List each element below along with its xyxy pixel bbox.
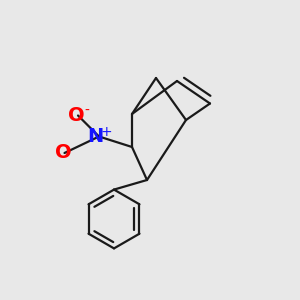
Text: -: - (84, 104, 89, 118)
Text: N: N (87, 127, 104, 146)
Text: O: O (55, 143, 71, 163)
Text: O: O (68, 106, 85, 125)
Text: +: + (101, 125, 112, 139)
